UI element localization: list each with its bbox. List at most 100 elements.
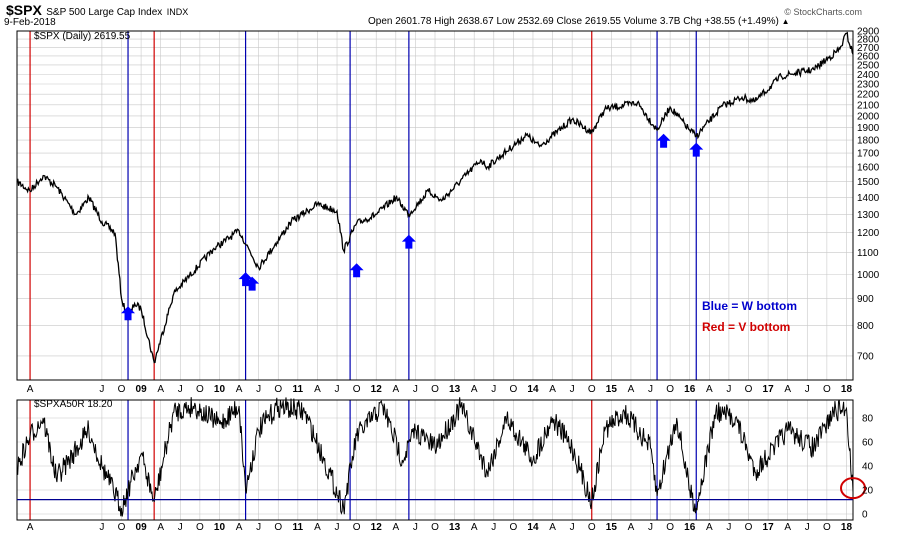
x-tick-label: 18 (841, 522, 853, 533)
x-tick-label: A (471, 384, 478, 395)
x-tick-label: 12 (371, 384, 383, 395)
x-tick-label: J (256, 522, 261, 533)
x-tick-label: O (196, 384, 204, 395)
x-tick-label: J (335, 522, 340, 533)
chart-header-title: $SPX S&P 500 Large Cap Index INDX (6, 2, 188, 20)
price-y-tick-label: 1300 (857, 210, 880, 221)
x-tick-label: 18 (841, 384, 853, 395)
x-tick-label: 11 (293, 384, 304, 395)
x-tick-label: J (648, 384, 653, 395)
x-tick-label: A (27, 522, 34, 533)
x-tick-label: J (178, 522, 183, 533)
breadth-y-tick-label: 80 (862, 414, 874, 425)
x-tick-label: 17 (763, 384, 775, 395)
price-y-tick-label: 2000 (857, 111, 880, 122)
price-y-tick-label: 2600 (857, 51, 880, 62)
price-y-tick-label: 2700 (857, 43, 880, 54)
price-y-tick-label: 1800 (857, 136, 880, 147)
x-tick-label: O (823, 384, 831, 395)
x-tick-label: A (157, 384, 164, 395)
price-y-tick-label: 900 (857, 294, 874, 305)
x-tick-label: J (648, 522, 653, 533)
x-tick-label: O (745, 384, 753, 395)
breadth-y-tick-label: 20 (862, 486, 874, 497)
x-tick-label: J (570, 522, 575, 533)
x-tick-label: A (27, 384, 34, 395)
x-tick-label: J (726, 522, 731, 533)
x-tick-label: 10 (214, 522, 226, 533)
x-tick-label: A (628, 522, 635, 533)
x-tick-label: 09 (136, 384, 148, 395)
price-panel-frame (16, 30, 854, 381)
x-tick-label: O (274, 522, 282, 533)
index-name: S&P 500 Large Cap Index (46, 7, 163, 18)
x-tick-label: J (805, 384, 810, 395)
x-tick-label: A (236, 384, 243, 395)
x-tick-label: 11 (293, 522, 304, 533)
x-tick-label: J (570, 384, 575, 395)
x-tick-label: O (588, 384, 596, 395)
chart-date: 9-Feb-2018 (4, 17, 56, 28)
price-y-tick-label: 1400 (857, 193, 880, 204)
x-tick-label: O (666, 384, 674, 395)
quote-values: Open 2601.78 High 2638.67 Low 2532.69 Cl… (368, 16, 779, 27)
w-bottom-arrow-icon (401, 234, 416, 249)
x-tick-label: O (745, 522, 753, 533)
price-y-tick-label: 800 (857, 321, 874, 332)
price-y-tick-label: 2900 (857, 27, 880, 38)
price-y-tick-label: 1500 (857, 177, 880, 188)
x-tick-label: A (706, 522, 713, 533)
x-tick-label: O (509, 384, 517, 395)
x-tick-label: A (628, 384, 635, 395)
x-tick-label: 17 (763, 522, 775, 533)
price-y-tick-label: 2100 (857, 100, 880, 111)
x-tick-label: J (335, 384, 340, 395)
price-y-tick-label: 1000 (857, 270, 880, 281)
x-tick-label: O (431, 384, 439, 395)
price-y-tick-label: 1100 (857, 248, 879, 259)
x-tick-label: 12 (371, 522, 383, 533)
x-tick-label: A (706, 384, 713, 395)
x-tick-label: 13 (449, 384, 461, 395)
breadth-y-tick-label: 0 (862, 510, 868, 521)
x-tick-label: 14 (527, 384, 539, 395)
w-bottom-arrow-icon (656, 133, 671, 148)
breadth-legend: $SPXA50R 18.20 (34, 399, 113, 410)
x-tick-label: A (314, 522, 321, 533)
x-tick-label: 16 (684, 384, 696, 395)
price-y-tick-label: 2300 (857, 79, 880, 90)
up-arrow-icon: ▲ (781, 17, 790, 26)
x-tick-label: J (726, 384, 731, 395)
x-tick-label: 09 (136, 522, 148, 533)
x-tick-label: 10 (214, 384, 226, 395)
x-tick-label: J (491, 384, 496, 395)
w-bottom-arrow-icon (245, 276, 260, 291)
x-tick-label: O (118, 384, 126, 395)
x-tick-label: A (392, 384, 399, 395)
x-tick-label: O (509, 522, 517, 533)
x-tick-label: A (784, 384, 791, 395)
x-tick-label: A (549, 522, 556, 533)
x-tick-label: O (823, 522, 831, 533)
x-tick-label: 15 (606, 522, 618, 533)
latest-value-circle (840, 477, 866, 500)
price-legend: $SPX (Daily) 2619.55 (34, 31, 131, 42)
price-y-tick-label: 1600 (857, 162, 880, 173)
x-tick-label: J (491, 522, 496, 533)
x-tick-label: A (549, 384, 556, 395)
watermark: © StockCharts.com (784, 7, 862, 17)
x-tick-label: J (413, 522, 418, 533)
price-y-tick-label: 2400 (857, 70, 880, 81)
x-tick-label: 13 (449, 522, 461, 533)
exchange-label: INDX (166, 7, 189, 17)
x-tick-label: O (666, 522, 674, 533)
x-tick-label: J (178, 384, 183, 395)
w-bottom-arrow-icon (121, 306, 136, 321)
x-tick-label: A (471, 522, 478, 533)
x-tick-label: A (236, 522, 243, 533)
symbol-label: $SPX (6, 2, 42, 18)
x-tick-label: A (314, 384, 321, 395)
w-bottom-annotation: Blue = W bottom (702, 299, 797, 313)
x-tick-label: O (353, 384, 361, 395)
